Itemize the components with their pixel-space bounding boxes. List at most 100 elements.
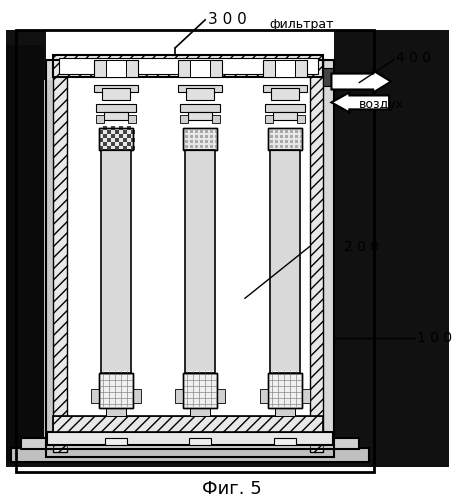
Bar: [274, 145, 277, 148]
Text: 3 0 0: 3 0 0: [208, 12, 246, 28]
Bar: [269, 135, 272, 138]
Text: 1 0 0: 1 0 0: [416, 331, 451, 345]
Bar: [299, 145, 302, 148]
Text: 2 0 0: 2 0 0: [344, 240, 379, 254]
Bar: [101, 88, 129, 101]
Bar: [53, 60, 67, 452]
Bar: [6, 44, 44, 463]
Bar: [195, 130, 198, 133]
Bar: [130, 130, 134, 134]
Bar: [126, 134, 130, 138]
Bar: [284, 140, 287, 143]
Bar: [119, 134, 122, 138]
Bar: [195, 145, 198, 148]
Bar: [114, 130, 119, 134]
Bar: [47, 432, 333, 446]
Bar: [267, 128, 301, 150]
Bar: [53, 416, 323, 432]
Bar: [102, 134, 106, 138]
Bar: [100, 150, 130, 373]
Bar: [105, 438, 126, 446]
Bar: [99, 128, 132, 150]
Bar: [95, 116, 104, 124]
Bar: [188, 112, 212, 120]
Bar: [111, 126, 114, 130]
Bar: [269, 130, 272, 133]
Bar: [185, 150, 215, 373]
Bar: [205, 145, 208, 148]
Bar: [274, 408, 294, 416]
Bar: [183, 128, 217, 150]
Bar: [262, 84, 306, 92]
Bar: [269, 150, 299, 373]
Bar: [91, 389, 99, 402]
Bar: [102, 126, 106, 130]
Bar: [334, 30, 448, 468]
Bar: [210, 140, 213, 143]
Bar: [186, 88, 213, 101]
Bar: [200, 140, 203, 143]
Bar: [126, 126, 130, 130]
Text: фильтрат: фильтрат: [269, 18, 333, 32]
Bar: [114, 138, 119, 142]
Bar: [99, 130, 102, 134]
Bar: [6, 30, 46, 468]
Bar: [190, 140, 193, 143]
Bar: [200, 145, 203, 148]
Bar: [44, 80, 64, 458]
Bar: [106, 138, 111, 142]
Bar: [212, 116, 219, 124]
Bar: [180, 116, 188, 124]
Bar: [106, 146, 111, 150]
Bar: [215, 135, 218, 138]
Bar: [309, 60, 323, 452]
Bar: [301, 389, 309, 402]
Bar: [267, 128, 301, 150]
Bar: [294, 145, 297, 148]
Bar: [99, 146, 102, 150]
Bar: [289, 140, 292, 143]
Bar: [185, 135, 188, 138]
Bar: [99, 128, 132, 150]
Bar: [185, 140, 188, 143]
Bar: [309, 60, 323, 452]
Bar: [16, 30, 373, 472]
Bar: [122, 138, 126, 142]
Bar: [106, 60, 125, 76]
Bar: [111, 142, 114, 146]
Bar: [284, 130, 287, 133]
Bar: [114, 146, 119, 150]
Bar: [296, 116, 304, 124]
Bar: [284, 145, 287, 148]
Bar: [175, 389, 183, 402]
Bar: [104, 112, 127, 120]
Bar: [119, 126, 122, 130]
Bar: [299, 135, 302, 138]
Bar: [274, 60, 294, 76]
Bar: [106, 130, 111, 134]
Bar: [294, 140, 297, 143]
Text: Фиг. 5: Фиг. 5: [202, 480, 261, 498]
Bar: [183, 128, 217, 150]
Bar: [111, 134, 114, 138]
Bar: [46, 60, 334, 458]
Bar: [183, 373, 217, 408]
Bar: [200, 130, 203, 133]
Bar: [299, 140, 302, 143]
Bar: [130, 138, 134, 142]
Bar: [299, 130, 302, 133]
Bar: [185, 130, 188, 133]
Bar: [273, 438, 295, 446]
Bar: [205, 135, 208, 138]
Bar: [205, 130, 208, 133]
Bar: [270, 88, 298, 101]
Bar: [215, 140, 218, 143]
Bar: [53, 416, 323, 432]
Bar: [289, 135, 292, 138]
Bar: [195, 135, 198, 138]
Bar: [21, 438, 358, 450]
Bar: [284, 135, 287, 138]
Bar: [189, 438, 211, 446]
Bar: [294, 130, 297, 133]
Bar: [183, 373, 217, 408]
